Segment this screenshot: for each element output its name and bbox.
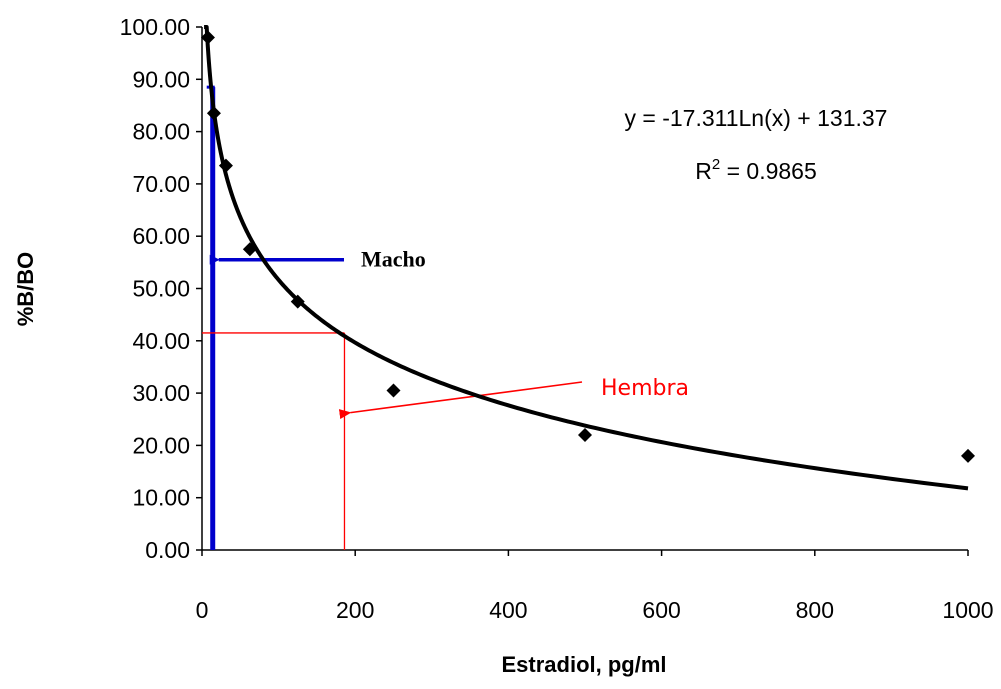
hembra-arrow (338, 381, 583, 420)
macho-label: Macho (361, 247, 426, 272)
data-point (206, 106, 221, 121)
x-tick-label: 1000 (942, 597, 993, 623)
y-tick-label: 10.00 (132, 485, 190, 511)
data-point (218, 158, 233, 173)
y-tick-label: 100.00 (120, 14, 190, 40)
y-tick-label: 20.00 (132, 432, 190, 458)
y-axis-ticks: 0.00 10.00 20.00 30.00 40.00 50.00 60.00 70.00 8… (120, 14, 202, 563)
r-squared-label: R2 = 0.9865 (695, 156, 817, 184)
y-tick-label: 0.00 (145, 537, 190, 563)
data-point (290, 294, 305, 309)
data-point (961, 448, 975, 463)
y-tick-label: 50.00 (132, 276, 190, 302)
x-axis-ticks: 0 200 400 600 800 1000 (196, 550, 994, 623)
x-tick-label: 200 (336, 597, 374, 623)
data-point (242, 242, 257, 257)
y-tick-label: 80.00 (132, 119, 190, 145)
trendline-equation: y = -17.311Ln(x) + 131.37 (625, 105, 888, 131)
data-point (386, 383, 401, 398)
x-tick-label: 400 (489, 597, 527, 623)
y-axis-title: %B/BO (13, 252, 38, 327)
x-tick-label: 0 (196, 597, 209, 623)
y-tick-label: 60.00 (132, 223, 190, 249)
x-tick-label: 800 (796, 597, 834, 623)
data-point (578, 427, 592, 442)
y-tick-label: 30.00 (132, 380, 190, 406)
data-points (200, 30, 975, 463)
y-tick-label: 90.00 (132, 66, 190, 92)
data-point (200, 30, 215, 45)
annotations: Macho Hembra (202, 85, 689, 550)
x-axis-title: Estradiol, pg/ml (501, 652, 666, 677)
trendline (202, 25, 969, 491)
hembra-label: Hembra (601, 376, 689, 401)
y-tick-label: 70.00 (132, 171, 190, 197)
y-tick-label: 40.00 (132, 328, 190, 354)
x-tick-label: 600 (642, 597, 680, 623)
